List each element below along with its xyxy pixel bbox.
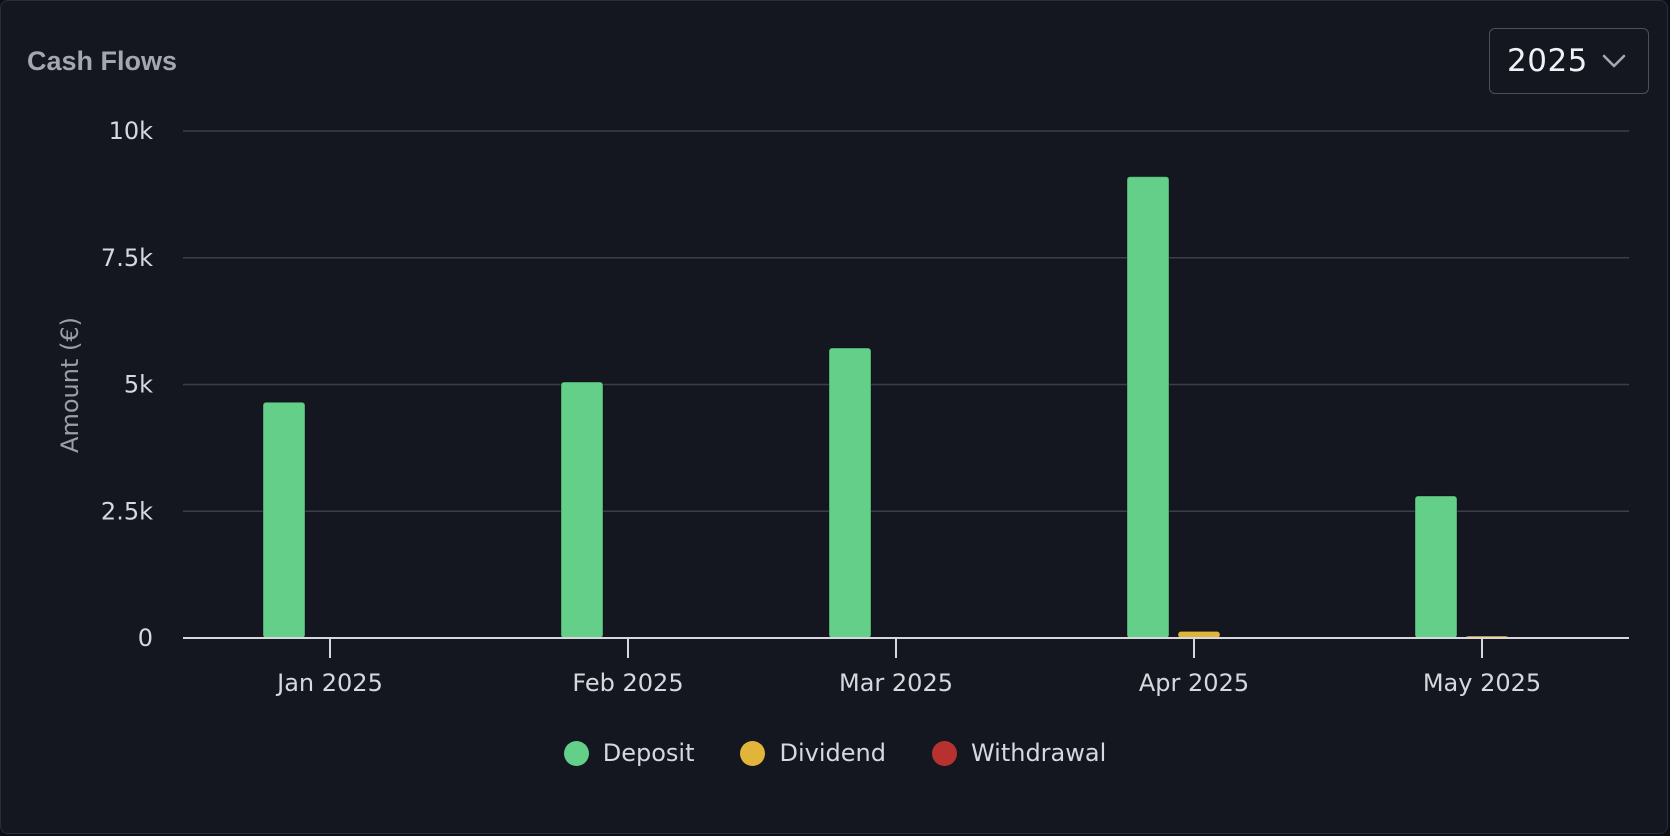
x-tick-label: May 2025 (1423, 669, 1541, 697)
cash-flows-chart: 0 2.5k 5k 7.5k 10k Jan 2025 Feb 2025 Mar 2025 Ap… (56, 117, 1629, 697)
bar-deposit-0[interactable] (262, 401, 306, 639)
year-select[interactable]: 2025 (1489, 28, 1649, 94)
bar-deposit-4[interactable] (1414, 495, 1458, 639)
legend-item-deposit[interactable]: Deposit (563, 739, 695, 767)
year-select-value: 2025 (1507, 43, 1588, 79)
y-axis-title: Amount (€) (56, 317, 84, 453)
legend-swatch (931, 740, 957, 766)
legend-swatch (740, 740, 766, 766)
y-tick-label: 2.5k (101, 497, 153, 525)
legend-label: Withdrawal (970, 739, 1107, 767)
legend-item-withdrawal[interactable]: Withdrawal (931, 739, 1107, 767)
bar-deposit-3[interactable] (1126, 176, 1170, 639)
legend-item-dividend[interactable]: Dividend (740, 739, 886, 767)
legend-swatch (563, 740, 589, 766)
gridlines (183, 130, 1629, 512)
y-tick-label: 0 (138, 624, 153, 652)
chart-legend: Deposit Dividend Withdrawal (1, 733, 1669, 773)
card-title: Cash Flows (27, 46, 178, 76)
legend-label: Deposit (602, 739, 695, 767)
x-tick-label: Feb 2025 (572, 669, 683, 697)
bar-deposit-1[interactable] (560, 381, 604, 639)
chevron-down-icon (1602, 54, 1626, 68)
bars (262, 176, 1509, 639)
y-tick-label: 5k (124, 371, 153, 399)
x-tick-label: Apr 2025 (1139, 669, 1249, 697)
x-tick-label: Jan 2025 (275, 669, 383, 697)
bar-deposit-2[interactable] (828, 347, 872, 639)
legend-label: Dividend (779, 739, 886, 767)
x-tick-label: Mar 2025 (839, 669, 953, 697)
axes: 0 2.5k 5k 7.5k 10k Jan 2025 Feb 2025 Mar 2025 Ap… (101, 117, 1629, 697)
y-tick-label: 10k (109, 117, 154, 145)
y-tick-label: 7.5k (101, 244, 153, 272)
